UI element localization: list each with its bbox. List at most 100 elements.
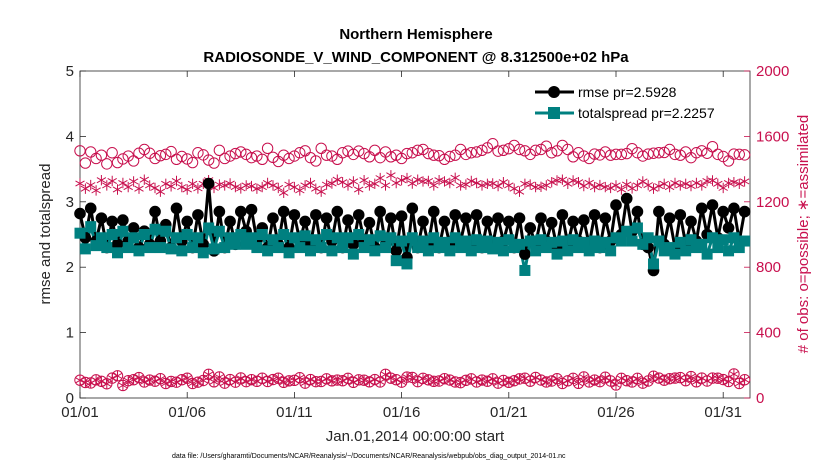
rmse-point: [352, 209, 365, 221]
rmse-point: [95, 212, 108, 224]
obs-possible-marker: [470, 146, 483, 158]
obs-possible-marker: [165, 145, 177, 158]
rmse-point: [717, 205, 729, 218]
obs-assimilated-marker: [434, 175, 444, 186]
rmse-point: [224, 215, 236, 228]
obs-assimilated-marker: [386, 170, 396, 181]
y-right-tick-label: 400: [756, 325, 781, 342]
obs-assimilated-marker: [321, 373, 332, 385]
rmse-point: [620, 192, 633, 205]
obs-assimilated-marker: [466, 175, 477, 187]
obs-assimilated-marker: [439, 373, 450, 385]
rmse-point: [149, 205, 161, 218]
obs-assimilated-marker: [203, 369, 214, 380]
obs-assimilated-marker: [150, 376, 160, 387]
obs-possible-marker: [428, 149, 440, 161]
obs-assimilated-marker: [616, 373, 627, 384]
rmse-point: [460, 212, 472, 224]
obs-possible-marker: [529, 144, 542, 156]
totalspread-point: [251, 242, 263, 254]
obs-assimilated-marker: [102, 180, 112, 191]
totalspread-point: [240, 238, 252, 250]
totalspread-point: [363, 234, 375, 246]
totalspread-point: [133, 245, 145, 257]
obs-assimilated-marker: [343, 373, 353, 384]
totalspread-point: [187, 242, 199, 254]
obs-assimilated-marker: [107, 372, 117, 384]
obs-assimilated-marker: [295, 372, 305, 383]
obs-possible-marker: [224, 150, 236, 162]
obs-assimilated-marker: [316, 376, 326, 387]
rmse-point: [235, 205, 247, 218]
obs-assimilated-marker: [278, 187, 289, 198]
totalspread-point: [406, 232, 418, 244]
obs-possible-marker: [154, 149, 167, 162]
obs-assimilated-marker: [504, 377, 514, 388]
obs-assimilated-marker: [118, 380, 128, 391]
obs-assimilated-marker: [734, 178, 745, 189]
obs-assimilated-marker: [407, 178, 418, 189]
totalspread-point: [337, 242, 349, 254]
obs-possible-marker: [353, 145, 365, 157]
totalspread-point: [497, 245, 509, 257]
obs-assimilated-marker: [713, 178, 723, 189]
obs-assimilated-marker: [498, 375, 509, 386]
totalspread-point: [85, 221, 97, 233]
totalspread-point: [299, 230, 311, 242]
obs-assimilated-marker: [605, 182, 616, 194]
obs-assimilated-marker: [155, 186, 166, 197]
obs-assimilated-marker: [144, 374, 155, 386]
totalspread-point: [674, 236, 686, 248]
legend-rmse-label: rmse pr=2.5928: [578, 84, 677, 100]
obs-assimilated-marker: [166, 181, 176, 192]
totalspread-point: [637, 238, 649, 250]
rmse-point: [117, 214, 129, 226]
totalspread-point: [717, 234, 729, 246]
rmse-point: [299, 215, 311, 228]
obs-count-layer: [74, 138, 751, 392]
obs-assimilated-marker: [412, 174, 423, 185]
obs-assimilated-marker: [611, 180, 621, 191]
obs-assimilated-marker: [509, 375, 519, 386]
obs-possible-marker: [283, 152, 295, 165]
obs-possible-marker: [235, 146, 247, 158]
totalspread-point: [519, 264, 531, 276]
obs-possible-marker: [653, 147, 665, 159]
obs-assimilated-marker: [370, 178, 380, 189]
x-tick-label: 01/26: [597, 404, 635, 421]
totalspread-point: [701, 248, 713, 260]
obs-assimilated-marker: [729, 177, 739, 188]
totalspread-point: [154, 242, 166, 254]
obs-assimilated-marker: [739, 176, 750, 187]
rmse-point: [610, 199, 622, 211]
obs-assimilated-marker: [273, 373, 284, 384]
obs-assimilated-marker: [193, 376, 203, 388]
obs-assimilated-marker: [370, 374, 380, 385]
obs-assimilated-marker: [423, 374, 434, 386]
obs-assimilated-marker: [91, 185, 101, 196]
obs-assimilated-marker: [337, 375, 348, 386]
rmse-point: [524, 222, 537, 234]
obs-assimilated-marker: [252, 183, 262, 194]
totalspread-point: [122, 242, 134, 254]
totalspread-point: [438, 236, 450, 248]
obs-possible-marker: [106, 147, 118, 159]
totalspread-point: [160, 225, 172, 237]
totalspread-point: [476, 242, 488, 254]
obs-assimilated-marker: [107, 175, 117, 187]
obs-possible-marker: [706, 141, 719, 153]
totalspread-point: [380, 242, 392, 254]
obs-assimilated-marker: [638, 377, 648, 389]
obs-possible-marker: [476, 144, 488, 156]
obs-assimilated-marker: [230, 181, 241, 193]
totalspread-point: [422, 245, 434, 257]
obs-assimilated-marker: [675, 180, 686, 191]
obs-assimilated-marker: [150, 182, 160, 194]
obs-assimilated-marker: [134, 183, 144, 194]
obs-assimilated-marker: [359, 375, 369, 386]
obs-assimilated-marker: [171, 175, 182, 187]
rmse-point: [588, 209, 601, 221]
obs-assimilated-marker: [300, 180, 310, 191]
rmse-point: [342, 214, 354, 226]
